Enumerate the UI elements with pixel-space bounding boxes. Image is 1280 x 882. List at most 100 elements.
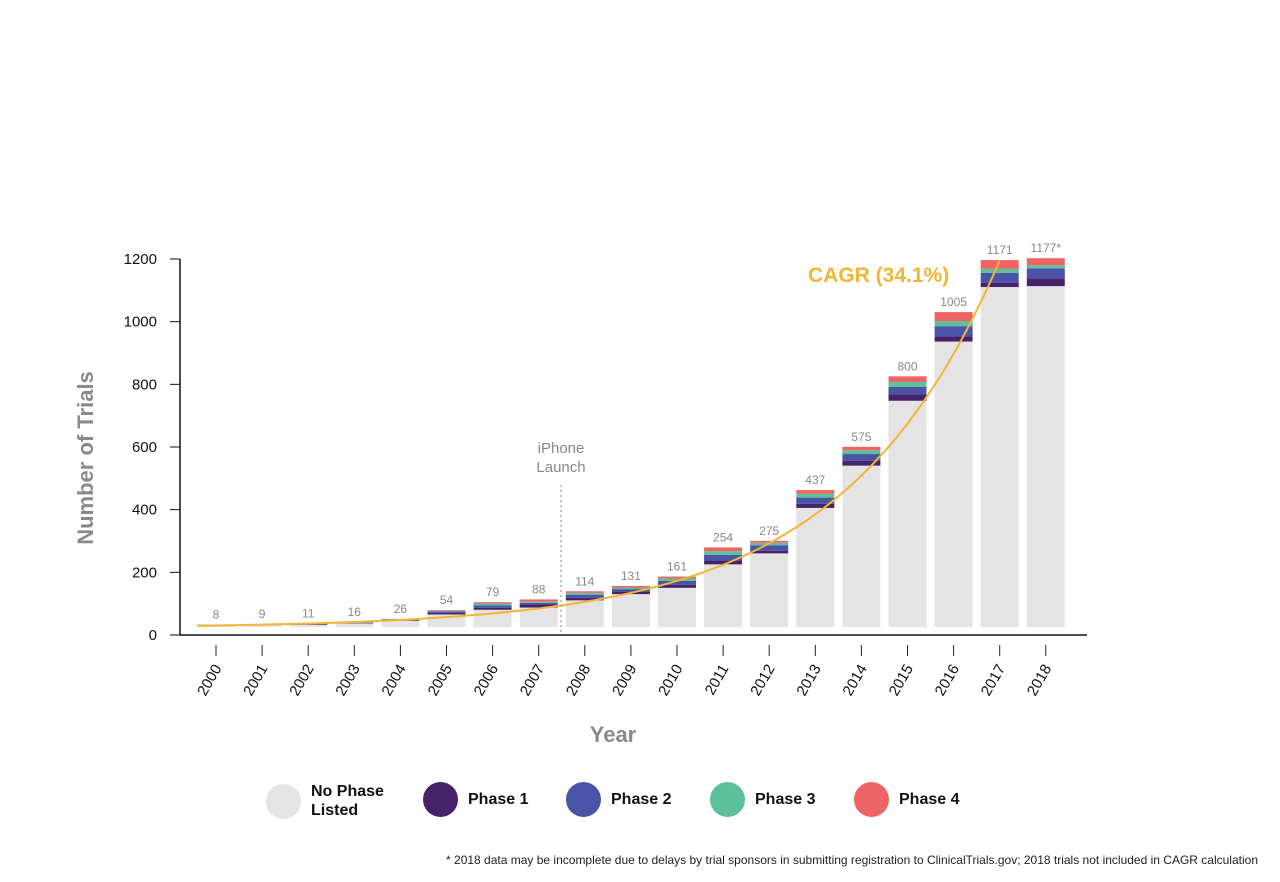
total-label-2017: 1171 (987, 243, 1013, 257)
legend-label: Phase 1 (468, 790, 548, 809)
total-label-2014: 575 (851, 430, 871, 444)
bar-segment-2015-no-phase-listed (888, 400, 927, 627)
bar-segment-2005-phase-4 (427, 610, 466, 611)
legend-swatch (423, 782, 458, 817)
bar-segment-2013-phase-1 (796, 503, 835, 508)
total-label-2002: 11 (302, 607, 315, 621)
total-label-2011: 254 (713, 530, 733, 544)
legend-label-line1: Phase 1 (468, 791, 529, 808)
bar-segment-2013-phase-2 (796, 497, 835, 504)
total-label-2003: 16 (348, 605, 362, 619)
x-tick-label-2003: 2003 (332, 662, 363, 699)
bar-segment-2016-phase-2 (934, 326, 973, 337)
x-tick-label-2015: 2015 (886, 662, 917, 699)
total-label-2004: 26 (394, 602, 408, 616)
y-tick-label-1000: 1000 (124, 314, 157, 331)
y-axis-title: Number of Trials (73, 371, 98, 545)
bar-segment-2013-phase-4 (796, 490, 835, 494)
legend-label-line1: No Phase (311, 783, 384, 800)
bar-segment-2017-phase-3 (980, 268, 1019, 273)
bar-segment-2013-no-phase-listed (796, 507, 835, 627)
bar-segment-2001-no-phase-listed (243, 625, 282, 627)
bar-segment-2011-phase-2 (704, 554, 743, 561)
legend-item-4: Phase 4 (854, 782, 979, 817)
total-label-2018: 1177* (1031, 241, 1062, 255)
cagr-trendline (197, 260, 1001, 627)
legend-label-line2: Listed (311, 802, 359, 819)
total-label-2001: 9 (259, 607, 266, 621)
bar-segment-2018-phase-4 (1026, 258, 1065, 266)
bar-segment-2008-phase-4 (565, 591, 604, 593)
x-tick-label-2000: 2000 (194, 662, 225, 699)
iphone-launch-label-2: Launch (536, 459, 585, 476)
bar-segment-2012-phase-2 (750, 545, 789, 551)
bar-segment-2011-phase-1 (704, 560, 743, 565)
x-tick-label-2001: 2001 (240, 662, 271, 699)
bar-segment-2008-phase-2 (565, 594, 604, 598)
bar-segment-2009-phase-3 (611, 587, 650, 590)
bar-segment-2016-no-phase-listed (934, 341, 973, 627)
x-tick-label-2006: 2006 (471, 662, 502, 699)
x-tick-label-2005: 2005 (425, 662, 456, 699)
bar-segment-2008-phase-3 (565, 592, 604, 595)
bar-segment-2016-phase-1 (934, 336, 973, 342)
total-label-2010: 161 (667, 560, 687, 574)
bar-segment-2009-phase-4 (611, 585, 650, 588)
bar-segment-2011-phase-4 (704, 547, 743, 552)
bar-segment-2016-phase-4 (934, 312, 973, 322)
y-tick-label-400: 400 (132, 502, 157, 519)
legend-label-line1: Phase 3 (755, 791, 816, 808)
legend-label: Phase 4 (899, 790, 979, 809)
x-tick-label-2007: 2007 (517, 662, 548, 699)
x-tick-label-2010: 2010 (655, 662, 686, 699)
bar-segment-2005-phase-2 (427, 611, 466, 613)
bar-segment-2017-phase-1 (980, 282, 1019, 288)
total-label-2015: 800 (897, 359, 917, 373)
legend-item-3: Phase 3 (710, 782, 835, 817)
bar-segment-2006-phase-1 (473, 607, 512, 610)
bar-segment-2014-phase-3 (842, 450, 881, 455)
total-label-2000: 8 (213, 607, 220, 621)
bar-segment-2014-phase-2 (842, 454, 881, 461)
bar-segment-2015-phase-3 (888, 381, 927, 387)
bar-segment-2005-phase-3 (427, 610, 466, 612)
legend-label-line1: Phase 4 (899, 791, 960, 808)
bar-segment-2006-phase-2 (473, 605, 512, 608)
y-tick-label-1200: 1200 (124, 251, 157, 268)
bar-segment-2018-no-phase-listed (1026, 286, 1065, 627)
bar-segment-2014-no-phase-listed (842, 465, 881, 627)
bar-segment-2014-phase-4 (842, 446, 881, 451)
x-tick-label-2009: 2009 (609, 662, 640, 699)
legend-swatch (710, 782, 745, 817)
y-tick-label-200: 200 (132, 564, 157, 581)
bar-segment-2007-no-phase-listed (519, 607, 558, 627)
total-label-2008: 114 (575, 574, 594, 588)
bar-segment-2013-phase-3 (796, 493, 835, 498)
legend-label: Phase 3 (755, 790, 835, 809)
bar-segment-2005-phase-1 (427, 612, 466, 615)
bar-segment-2016-phase-3 (934, 321, 973, 327)
bar-segment-2017-phase-4 (980, 260, 1019, 269)
bar-segment-2003-no-phase-listed (335, 623, 374, 627)
x-tick-label-2016: 2016 (932, 662, 963, 699)
bar-segment-2018-phase-3 (1026, 265, 1065, 269)
x-tick-label-2011: 2011 (702, 662, 733, 698)
bar-segment-2017-no-phase-listed (980, 287, 1019, 627)
bar-segment-2011-phase-3 (704, 551, 743, 555)
bar-segment-2006-phase-4 (473, 602, 512, 604)
legend-label: Phase 2 (611, 790, 691, 809)
footnote: * 2018 data may be incomplete due to del… (446, 853, 1258, 867)
bar-segment-2014-phase-1 (842, 460, 881, 466)
legend: No Phase Listed Phase 1 Phase 2 Phase 3 Phase… (0, 782, 1280, 822)
bar-segment-2007-phase-4 (519, 599, 558, 602)
bar-segment-2009-no-phase-listed (611, 594, 650, 627)
y-tick-label-600: 600 (132, 439, 157, 456)
bar-segment-2006-phase-3 (473, 603, 512, 606)
bar-segment-2012-phase-4 (750, 540, 789, 543)
legend-item-1: Phase 1 (423, 782, 548, 817)
bar-segment-2008-phase-1 (565, 597, 604, 601)
bar-segment-2004-no-phase-listed (381, 620, 420, 627)
bar-segment-2010-no-phase-listed (658, 587, 696, 627)
x-tick-label-2008: 2008 (563, 662, 594, 699)
